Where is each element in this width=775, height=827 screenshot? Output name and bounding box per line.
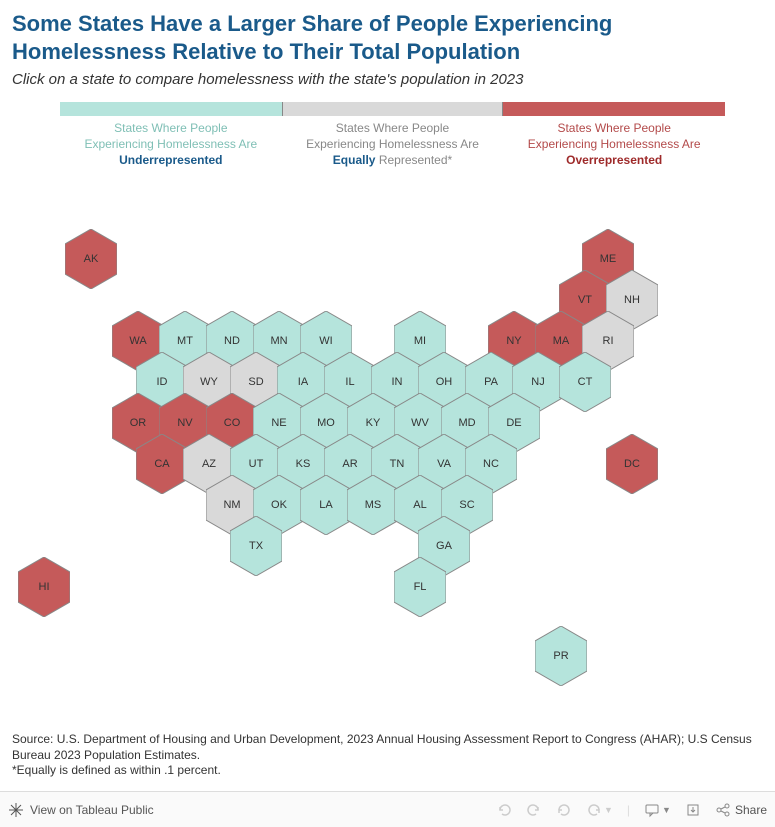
tableau-icon <box>8 802 24 818</box>
replay2-icon <box>586 802 602 818</box>
legend-bold: Equally <box>333 153 376 167</box>
state-hex-tx[interactable]: TX <box>230 516 282 576</box>
legend-text: States Where People <box>336 121 449 135</box>
comment-icon <box>644 802 660 818</box>
toolbar: View on Tableau Public ▼ | ▼ Share <box>0 791 775 827</box>
legend-bar-equal <box>282 102 504 116</box>
download-icon[interactable] <box>685 802 701 818</box>
state-hex-ca[interactable]: CA <box>136 434 188 494</box>
legend-over: States Where People Experiencing Homeles… <box>503 102 725 169</box>
legend-bold: Underrepresented <box>119 153 222 167</box>
share-label: Share <box>735 803 767 817</box>
source-note: Source: U.S. Department of Housing and U… <box>12 732 763 779</box>
replay-dropdown[interactable]: ▼ <box>586 802 613 818</box>
legend-text: Experiencing Homelessness Are <box>528 137 701 151</box>
share-icon <box>715 802 731 818</box>
state-hex-pr[interactable]: PR <box>535 626 587 686</box>
legend-text: States Where People <box>114 121 227 135</box>
legend-under: States Where People Experiencing Homeles… <box>60 102 282 169</box>
legend: States Where People Experiencing Homeles… <box>60 102 725 169</box>
legend-equal: States Where People Experiencing Homeles… <box>282 102 504 169</box>
state-hex-fl[interactable]: FL <box>394 557 446 617</box>
legend-text: Experiencing Homelessness Are <box>306 137 479 151</box>
state-hex-ak[interactable]: AK <box>65 229 117 289</box>
tableau-logo-link[interactable]: View on Tableau Public <box>8 802 154 818</box>
state-hex-ct[interactable]: CT <box>559 352 611 412</box>
legend-text: States Where People <box>557 121 670 135</box>
view-label: View on Tableau Public <box>30 803 154 817</box>
legend-text: Represented* <box>375 153 452 167</box>
state-hex-dc[interactable]: DC <box>606 434 658 494</box>
legend-bar-under <box>60 102 282 116</box>
comment-dropdown[interactable]: ▼ <box>644 802 671 818</box>
hex-map: AKMEVTNHWAMTNDMNWIMINYMARIIDWYSDIAILINOH… <box>0 189 775 669</box>
state-hex-hi[interactable]: HI <box>18 557 70 617</box>
redo-icon[interactable] <box>526 802 542 818</box>
replay-icon[interactable] <box>556 802 572 818</box>
page-subtitle: Click on a state to compare homelessness… <box>0 71 775 96</box>
legend-text: Experiencing Homelessness Are <box>84 137 257 151</box>
page-title: Some States Have a Larger Share of Peopl… <box>0 0 775 71</box>
state-hex-la[interactable]: LA <box>300 475 352 535</box>
undo-icon[interactable] <box>496 802 512 818</box>
share-button[interactable]: Share <box>715 802 767 818</box>
legend-bold: Overrepresented <box>566 153 662 167</box>
legend-bar-over <box>503 102 725 116</box>
state-hex-ms[interactable]: MS <box>347 475 399 535</box>
